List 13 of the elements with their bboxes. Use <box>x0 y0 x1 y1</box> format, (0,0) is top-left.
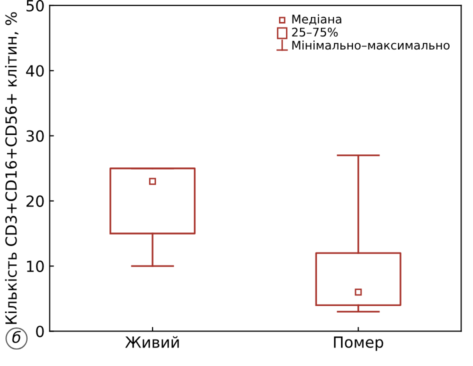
annotation: 25–75% <box>292 28 338 37</box>
y-tick-label: 10 <box>27 260 44 272</box>
y-axis-title: Кількість CD3+CD16+CD56+ клітин, % <box>5 12 18 324</box>
x-tick-label: Помер <box>334 336 384 351</box>
y-tick-label: 40 <box>26 65 44 77</box>
x-tick-label: Живий <box>125 336 179 348</box>
annotation: Медіана <box>292 14 342 26</box>
y-tick-label: 0 <box>36 326 44 338</box>
y-tick-label: 50 <box>26 0 44 12</box>
annotation: Мінімально–максимально <box>292 40 450 50</box>
y-tick-label: 20 <box>26 195 44 207</box>
text: б <box>12 330 21 343</box>
y-tick-label: 30 <box>26 130 44 142</box>
